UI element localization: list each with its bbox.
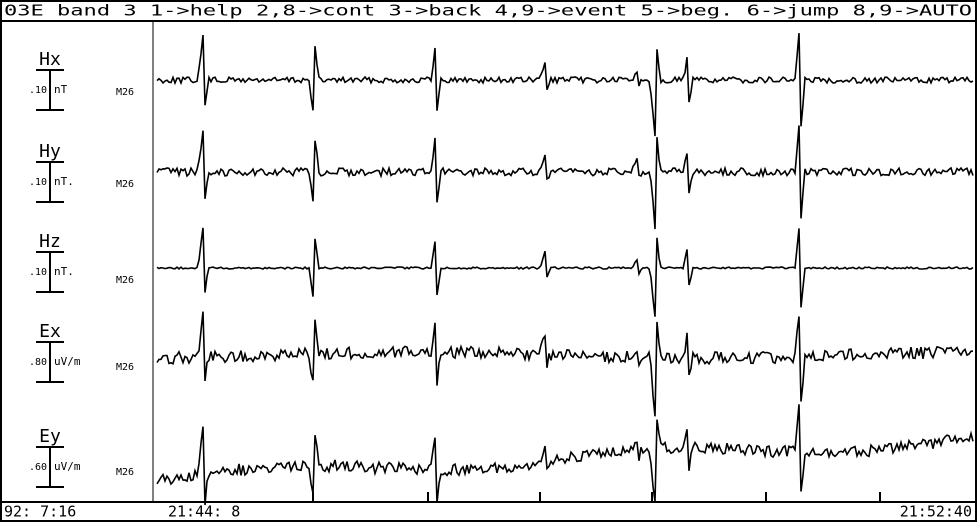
trace <box>156 227 974 317</box>
footer-date: 92: 7:16 <box>4 503 76 521</box>
trace <box>156 311 974 417</box>
site-label: M26 <box>116 467 134 478</box>
scale-value: .10 <box>29 177 47 188</box>
scale-unit: uV/m <box>54 355 81 368</box>
scale-unit: uV/m <box>54 460 81 473</box>
scale-unit: nT <box>54 83 68 96</box>
site-label: M26 <box>116 362 134 373</box>
scale-value: .10 <box>29 267 47 278</box>
scale-unit: nT. <box>54 175 74 188</box>
scale-unit: nT. <box>54 265 74 278</box>
channel-name: Hz <box>39 231 61 252</box>
site-label: M26 <box>116 87 134 98</box>
channels: Hx .10 nT M26 Hy .10 nT. M26 Hz .10 nT. M26 Ex .80 uV/… <box>29 33 974 506</box>
footer-end: 21:52:40 <box>900 503 972 521</box>
channel-name: Hx <box>39 49 61 70</box>
scale-value: .10 <box>29 85 47 96</box>
site-label: M26 <box>116 275 134 286</box>
trace <box>156 125 974 230</box>
scale-value: .60 <box>29 462 47 473</box>
site-label: M26 <box>116 179 134 190</box>
channel-name: Ex <box>39 321 61 342</box>
trace <box>156 33 974 137</box>
channel-name: Ey <box>39 426 61 447</box>
header-text: 03E band 3 1->help 2,8->cont 3->back 4,9… <box>4 2 972 20</box>
time-ticks <box>312 492 881 502</box>
scale-value: .80 <box>29 357 47 368</box>
trace <box>156 404 974 506</box>
footer-start: 21:44: 8 <box>168 503 240 521</box>
channel-name: Hy <box>39 141 61 162</box>
